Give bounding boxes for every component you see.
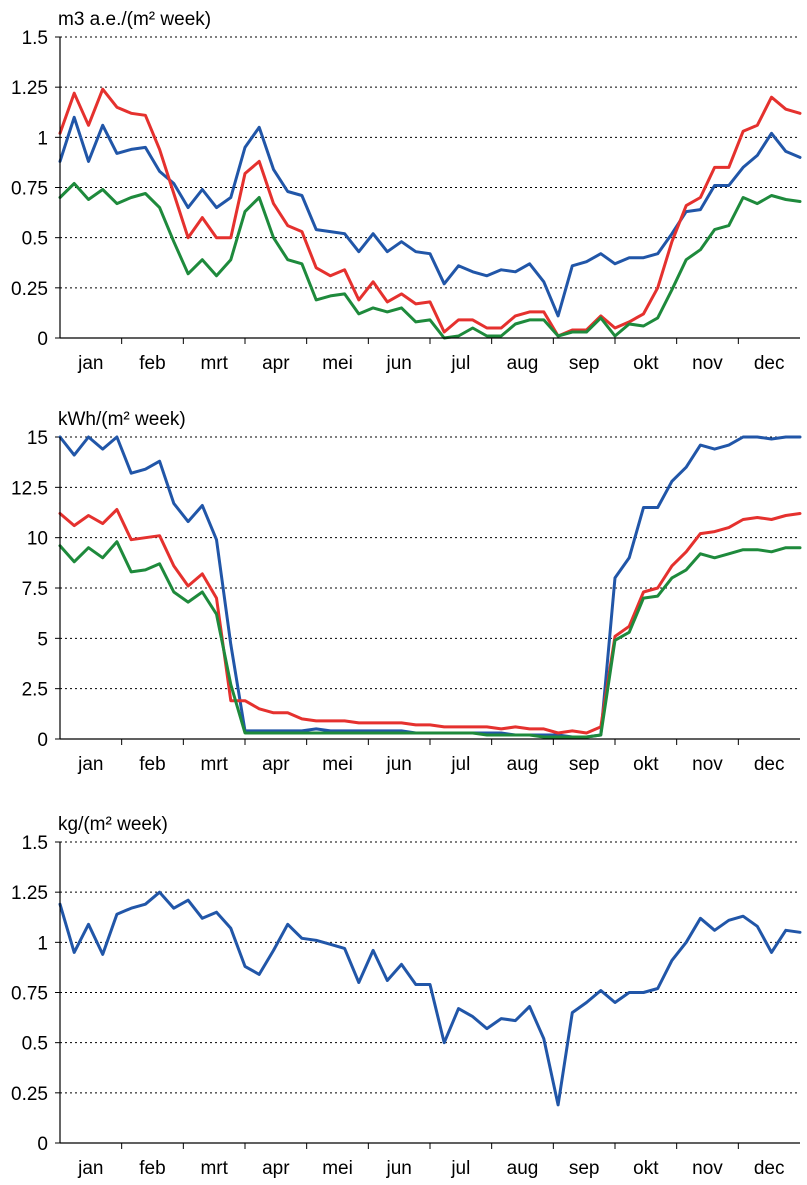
y-tick-label-2-1: 0.25 [11,1084,48,1105]
y-axis-unit-label-1: kWh/(m² week) [58,409,186,430]
x-tick-label-1-feb: feb [139,754,165,775]
x-tick-label-0-mei: mei [322,353,353,374]
x-tick-label-1-jun: jun [385,754,411,775]
x-tick-label-2-sep: sep [569,1158,600,1179]
y-tick-label-2-6: 1.5 [22,833,48,854]
x-tick-label-2-jan: jan [77,1158,103,1179]
x-tick-label-0-sep: sep [569,353,600,374]
x-tick-label-1-nov: nov [692,754,723,775]
y-tick-label-0-2: 0.5 [22,229,48,250]
series-line-1-1 [58,508,802,735]
series-line-2-0 [58,890,802,1107]
x-tick-label-1-aug: aug [507,754,539,775]
x-tick-label-2-feb: feb [139,1158,165,1179]
y-tick-label-1-6: 15 [27,428,48,449]
y-tick-label-0-6: 1.5 [22,28,48,49]
y-tick-label-0-4: 1 [37,128,48,149]
x-tick-label-0-apr: apr [262,353,290,374]
x-tick-label-0-feb: feb [139,353,165,374]
series-line-0-0 [58,115,802,318]
y-tick-label-2-4: 1 [37,933,48,954]
x-tick-label-1-mrt: mrt [200,754,228,775]
x-tick-label-1-jul: jul [450,754,470,775]
y-tick-label-0-5: 1.25 [11,78,48,99]
series-line-1-2 [58,540,802,739]
x-tick-label-2-jul: jul [450,1158,470,1179]
y-tick-label-1-5: 12.5 [11,478,48,499]
y-tick-label-1-3: 7.5 [22,579,48,600]
x-tick-label-2-nov: nov [692,1158,723,1179]
y-tick-label-0-1: 0.25 [11,279,48,300]
y-tick-label-1-0: 0 [37,730,48,751]
y-tick-label-2-2: 0.5 [22,1034,48,1055]
y-tick-label-1-4: 10 [27,529,48,550]
y-axis-unit-label-2: kg/(m² week) [58,814,168,835]
x-tick-label-1-apr: apr [262,754,290,775]
x-tick-label-2-dec: dec [754,1158,785,1179]
y-tick-label-2-3: 0.75 [11,984,48,1005]
y-tick-label-2-0: 0 [37,1134,48,1155]
x-tick-label-2-mei: mei [322,1158,353,1179]
x-tick-label-0-okt: okt [633,353,659,374]
series-line-0-1 [58,87,802,338]
y-axis-unit-label-0: m3 a.e./(m² week) [58,9,211,30]
x-tick-label-2-aug: aug [507,1158,539,1179]
x-tick-label-2-okt: okt [633,1158,659,1179]
x-tick-label-0-nov: nov [692,353,723,374]
x-tick-label-2-apr: apr [262,1158,290,1179]
series-line-0-2 [58,182,802,340]
x-tick-label-1-dec: dec [754,754,785,775]
x-tick-label-0-jan: jan [77,353,103,374]
x-tick-label-1-jan: jan [77,754,103,775]
x-tick-label-0-jun: jun [385,353,411,374]
x-tick-label-1-mei: mei [322,754,353,775]
y-tick-label-2-5: 1.25 [11,883,48,904]
y-tick-label-1-2: 5 [37,629,48,650]
y-tick-label-0-3: 0.75 [11,179,48,200]
x-tick-label-2-jun: jun [385,1158,411,1179]
y-tick-label-0-0: 0 [37,329,48,350]
x-tick-label-0-mrt: mrt [200,353,228,374]
x-tick-label-0-aug: aug [507,353,539,374]
x-tick-label-0-dec: dec [754,353,785,374]
x-tick-label-2-mrt: mrt [200,1158,228,1179]
x-tick-label-1-sep: sep [569,754,600,775]
x-tick-label-0-jul: jul [450,353,470,374]
y-tick-label-1-1: 2.5 [22,680,48,701]
x-tick-label-1-okt: okt [633,754,659,775]
